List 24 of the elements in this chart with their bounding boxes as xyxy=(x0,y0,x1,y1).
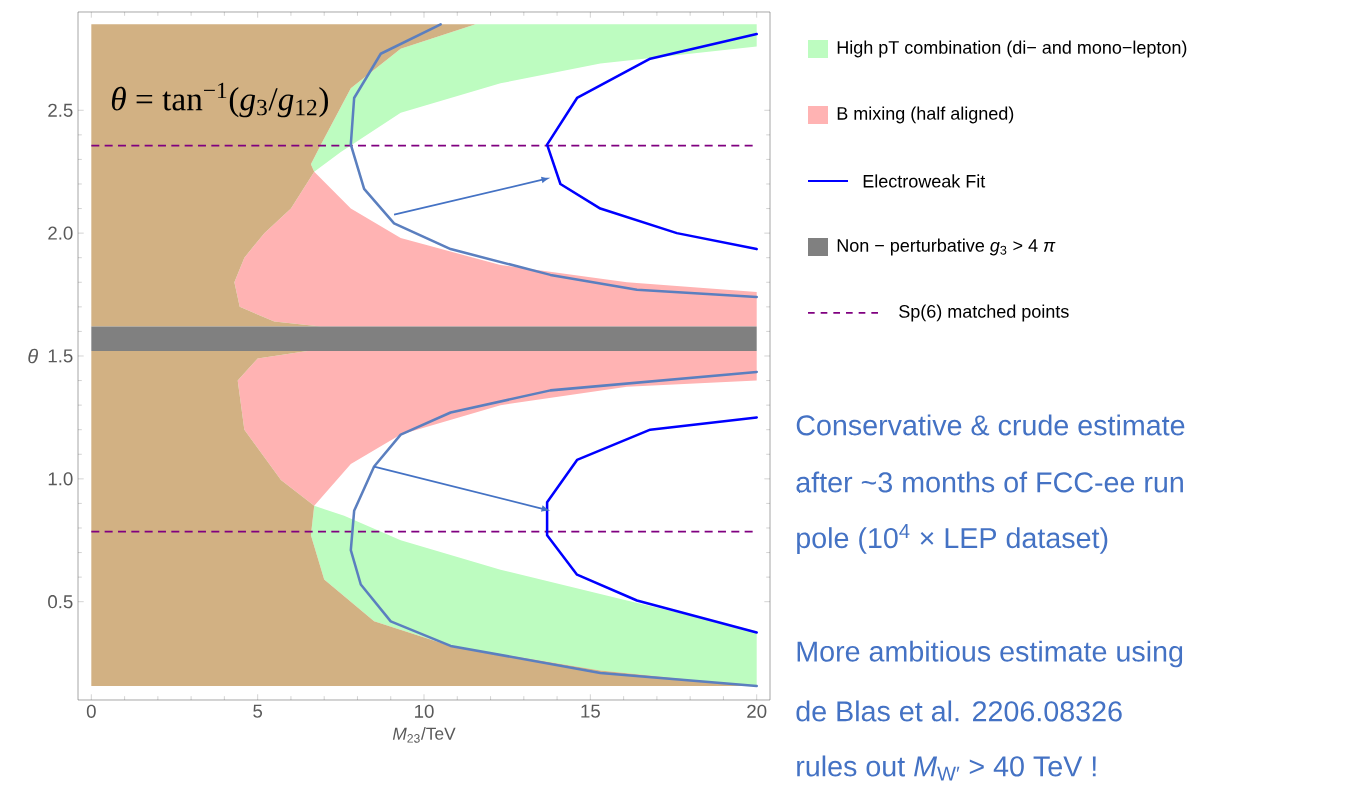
text: rules out M$_{W′}$ > 40 TeV ! xyxy=(797,755,1096,781)
y-axis-title: θ xyxy=(28,348,39,364)
text: after ~3 months of FCC-ee run xyxy=(796,471,1183,493)
x-axis-title: M$_{23}$/TeV xyxy=(392,727,456,743)
x-tick-label: 5 xyxy=(253,704,263,718)
legend-label: Non − perturbative g$_{3}$ > 4 π xyxy=(837,238,1056,256)
text: pole (10$^{4}$ × LEP dataset) xyxy=(797,524,1108,554)
x-tick-label: 0 xyxy=(86,704,96,718)
legend-label: Electroweak Fit xyxy=(863,174,986,188)
legend-label: Sp(6) matched points xyxy=(899,304,1069,322)
y-tick-label: 2.0 xyxy=(48,226,73,240)
text: Conservative & crude estimate xyxy=(796,414,1185,436)
y-tick-label: 1.5 xyxy=(48,349,73,363)
text: de Blas et al. 2206.08326 xyxy=(796,700,1122,722)
legend-label: B mixing (half aligned) xyxy=(837,106,1014,124)
legend-label: High pT combination (di− and mono−lepton) xyxy=(837,40,1187,58)
y-tick-label: 2.5 xyxy=(48,103,73,117)
x-tick-label: 15 xyxy=(581,704,600,718)
x-tick-label: 20 xyxy=(747,704,767,718)
y-tick-label: 0.5 xyxy=(48,595,73,609)
x-tick-label: 10 xyxy=(415,704,434,718)
text: More ambitious estimate using xyxy=(797,640,1183,668)
y-tick-label: 1.0 xyxy=(48,472,73,486)
text: θ = tan$^{−1}$(g$_{3}$/g$_{12}$) xyxy=(111,82,328,118)
